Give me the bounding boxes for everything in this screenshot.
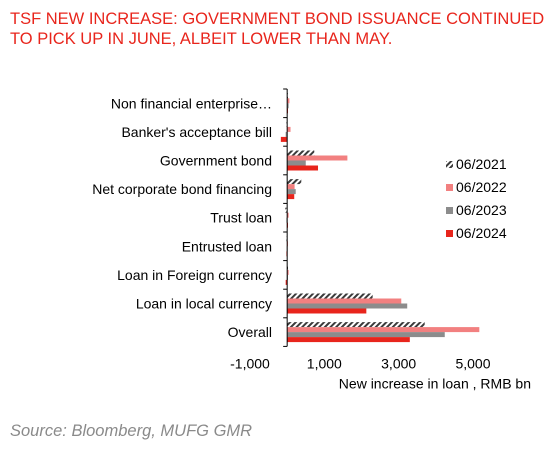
bar-series-2023	[287, 303, 408, 309]
bar-series-2022	[287, 126, 291, 132]
bar-series-2023	[285, 131, 288, 137]
bar-series-2021	[287, 150, 315, 156]
bar-series-2024	[287, 194, 295, 200]
legend-label-series-2024: 06/2024	[456, 225, 507, 241]
category-label: Banker's acceptance bill	[121, 124, 272, 140]
category-label: Trust loan	[210, 210, 272, 226]
bar-series-2022	[287, 98, 290, 104]
x-axis-label: New increase in loan , RMB bn	[339, 375, 531, 391]
legend-swatch-series-2021	[446, 161, 453, 168]
x-tick-label: 1,000	[307, 355, 342, 371]
bar-series-2023	[287, 160, 306, 166]
legend-swatch-series-2023	[446, 207, 453, 214]
category-label: Loan in local currency	[136, 296, 272, 312]
bar-series-2023	[287, 332, 445, 338]
bar-series-2021	[285, 207, 288, 213]
bar-series-2024	[287, 337, 410, 343]
bar-series-2022	[287, 298, 402, 304]
bar-series-2024	[287, 308, 367, 314]
bar-series-2022	[287, 327, 480, 333]
bar-series-2024	[280, 136, 288, 142]
bar-series-2024	[285, 279, 288, 285]
category-label: Non financial enterprise…	[111, 95, 272, 111]
source-note: Source: Bloomberg, MUFG GMR	[10, 422, 253, 440]
category-label: Net corporate bond financing	[92, 181, 272, 197]
legend-swatch-series-2022	[446, 184, 453, 191]
bar-series-2022	[287, 155, 348, 161]
category-label: Overall	[228, 324, 272, 340]
legend-swatch-series-2024	[446, 230, 453, 237]
legend-label-series-2022: 06/2022	[456, 179, 507, 195]
category-label: Loan in Foreign currency	[117, 267, 272, 283]
bar-series-2021	[287, 293, 373, 299]
bar-series-2021	[287, 322, 425, 328]
x-tick-label: 3,000	[381, 355, 416, 371]
bar-series-2021	[287, 179, 302, 185]
bar-series-2022	[287, 212, 289, 218]
legend-label-series-2023: 06/2023	[456, 202, 507, 218]
bar-chart: Non financial enterprise… Banker's accept…	[92, 88, 531, 391]
bar-series-2022	[287, 184, 295, 190]
legend-label-series-2021: 06/2021	[456, 156, 507, 172]
x-tick-label: -1,000	[230, 355, 270, 371]
bar-series-2023	[287, 103, 289, 109]
bar-series-2024	[287, 165, 319, 171]
chart-title: TSF NEW INCREASE: GOVERNMENT BOND ISSUAN…	[10, 10, 545, 48]
category-label: Government bond	[160, 153, 272, 169]
bar-series-2022	[287, 269, 289, 275]
x-tick-label: 5,000	[455, 355, 490, 371]
category-label: Entrusted loan	[182, 238, 272, 254]
bar-series-2023	[287, 189, 296, 195]
